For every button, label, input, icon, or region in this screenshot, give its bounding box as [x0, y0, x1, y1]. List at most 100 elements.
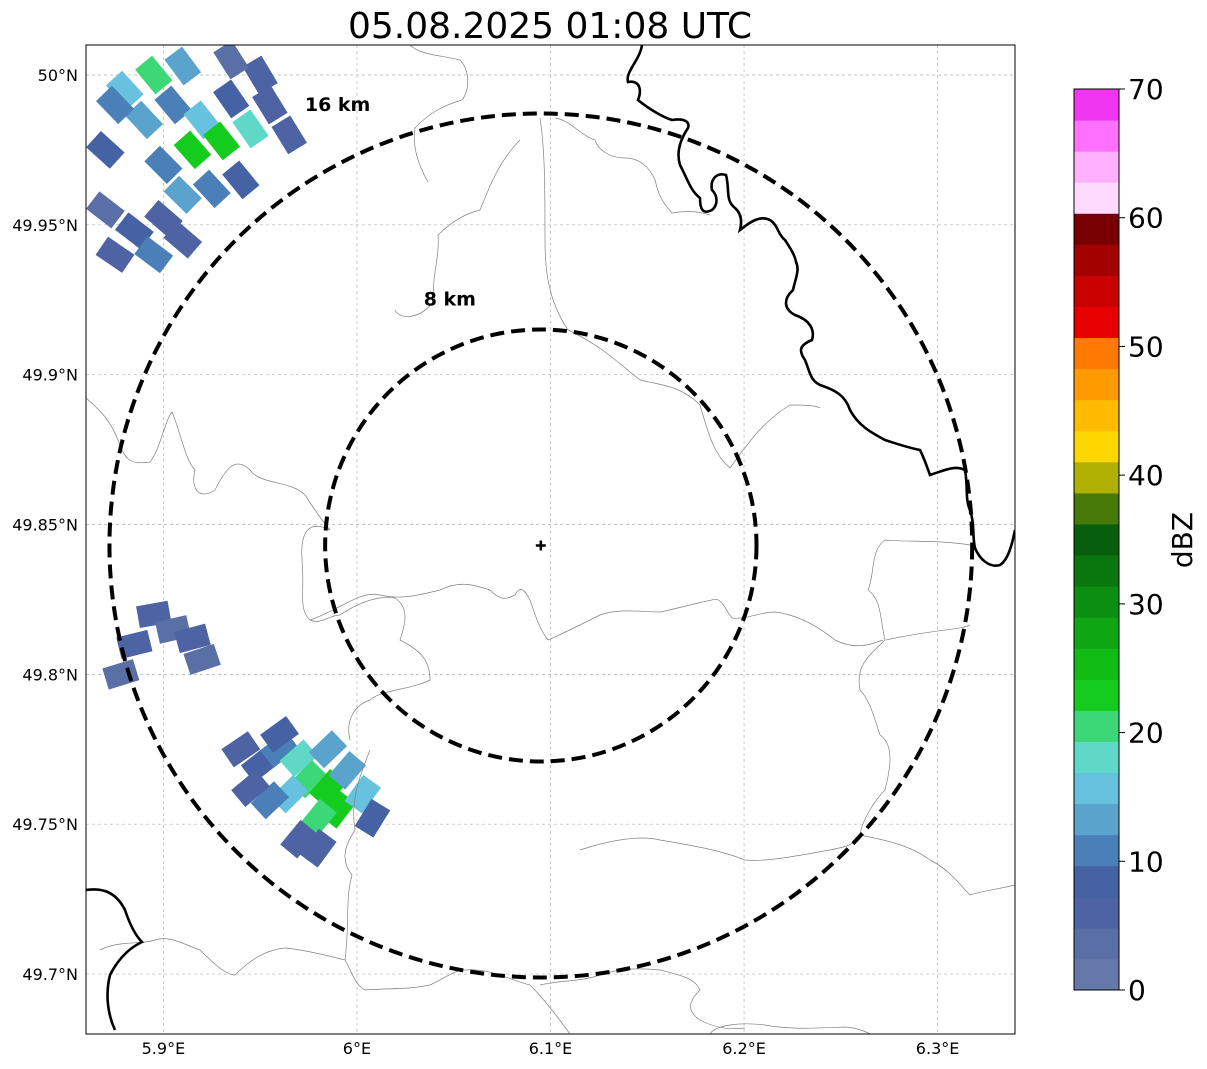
echo-cell — [250, 781, 290, 820]
colorbar-tick-label: 50 — [1128, 330, 1164, 363]
echo-cell — [174, 623, 211, 654]
colorbar-ticks: 0 10 20 30 40 50 60 70 — [1119, 73, 1164, 1007]
colorbar-swatch — [1074, 617, 1119, 649]
echo-cell — [260, 716, 299, 753]
echo-cell — [125, 100, 164, 140]
colorbar-frame — [1073, 88, 1120, 991]
colorbar-swatch — [1074, 368, 1119, 401]
colorbar-tick-label: 40 — [1128, 459, 1164, 492]
colorbar-swatch — [1074, 927, 1119, 960]
colorbar-swatch — [1074, 803, 1119, 836]
echo-cell — [232, 109, 269, 149]
echo-cell — [279, 739, 319, 778]
echo-cell — [202, 121, 241, 161]
echo-cell — [299, 828, 337, 868]
colorbar-swatch — [1074, 958, 1119, 991]
echo-cell — [328, 750, 367, 790]
echo-cell — [344, 774, 382, 814]
colorbar: 0 10 20 30 40 50 60 70 dBZ — [1073, 73, 1199, 1007]
echo-cell — [96, 85, 135, 125]
lat-tick-label: 49.85°N — [12, 516, 78, 535]
echo-cell — [192, 169, 231, 209]
colorbar-swatch — [1074, 306, 1119, 339]
echo-cell — [144, 145, 183, 184]
gridlines — [86, 45, 1015, 1034]
latitude-tick-labels: 50°N 49.95°N 49.9°N 49.85°N 49.8°N 49.75°N 49.… — [12, 66, 78, 984]
longitude-tick-labels: 5.9°E 6°E 6.1°E 6.2°E 6.3°E — [142, 1039, 960, 1058]
echo-cell — [86, 191, 125, 229]
lat-tick-label: 49.9°N — [22, 366, 78, 385]
colorbar-swatch — [1074, 151, 1119, 183]
colorbar-swatch — [1074, 896, 1119, 929]
colorbar-swatch — [1074, 430, 1119, 463]
echo-cell — [164, 46, 202, 86]
echo-cell — [163, 221, 203, 259]
echo-cell — [95, 236, 135, 273]
colorbar-tick-label: 10 — [1128, 845, 1164, 878]
echo-cell — [354, 798, 391, 838]
lat-tick-label: 49.8°N — [22, 665, 78, 684]
colorbar-swatch — [1074, 555, 1119, 587]
colorbar-swatch — [1074, 679, 1119, 711]
echo-cell — [308, 730, 348, 769]
colorbar-swatches — [1074, 89, 1119, 991]
lat-tick-label: 49.95°N — [12, 216, 78, 235]
range-ring-label: 8 km — [424, 289, 476, 311]
colorbar-tick-label: 30 — [1128, 588, 1164, 621]
colorbar-swatch — [1074, 120, 1119, 152]
echo-cell — [212, 79, 250, 119]
range-ring-label: 16 km — [305, 94, 371, 116]
echo-cell — [221, 731, 261, 768]
colorbar-label: dBZ — [1166, 512, 1199, 568]
echo-cell — [222, 160, 260, 200]
colorbar-swatch — [1074, 741, 1119, 774]
colorbar-swatch — [1074, 523, 1119, 556]
range-ring — [107, 111, 975, 980]
lon-tick-label: 6.2°E — [722, 1039, 766, 1058]
radar-site-marker — [535, 540, 546, 551]
colorbar-tick-label: 70 — [1128, 73, 1164, 106]
lon-tick-label: 6.3°E — [916, 1039, 960, 1058]
range-ring-labels: 8 km 16 km — [305, 94, 476, 311]
radar-echoes — [86, 45, 391, 868]
echo-cell — [231, 769, 270, 807]
echo-cell — [242, 55, 278, 95]
country-borders — [86, 45, 1015, 1031]
colorbar-swatch — [1074, 399, 1119, 432]
colorbar-swatch — [1074, 275, 1119, 307]
colorbar-swatch — [1074, 648, 1119, 680]
colorbar-swatch — [1074, 182, 1119, 214]
echo-cell — [271, 115, 307, 155]
colorbar-swatch — [1074, 772, 1119, 805]
lon-tick-label: 5.9°E — [142, 1039, 186, 1058]
colorbar-swatch — [1074, 492, 1119, 525]
echo-cell — [163, 175, 202, 214]
echo-cell — [252, 85, 288, 125]
lat-tick-label: 49.7°N — [22, 965, 78, 984]
colorbar-tick-label: 0 — [1128, 974, 1146, 1007]
colorbar-swatch — [1074, 89, 1119, 121]
echo-cell — [135, 55, 173, 95]
echo-cell — [105, 70, 144, 110]
colorbar-tick-label: 60 — [1128, 202, 1164, 235]
colorbar-swatch — [1074, 461, 1119, 494]
colorbar-swatch — [1074, 586, 1119, 618]
echo-cell — [86, 130, 125, 169]
lat-tick-label: 49.75°N — [12, 815, 78, 834]
colorbar-swatch — [1074, 244, 1119, 276]
lon-tick-label: 6.1°E — [529, 1039, 573, 1058]
echo-cell — [114, 212, 154, 250]
range-ring — [323, 327, 759, 764]
admin-borders — [86, 45, 1015, 1034]
echo-cell — [213, 45, 250, 80]
colorbar-swatch — [1074, 834, 1119, 867]
colorbar-swatch — [1074, 213, 1119, 245]
map-frame — [85, 44, 1016, 1035]
colorbar-tick-label: 20 — [1128, 717, 1164, 750]
echo-cell — [116, 629, 153, 659]
echo-cell — [134, 236, 174, 274]
echo-cell — [173, 130, 212, 170]
map-area: 8 km 16 km 5.9°E 6°E 6.1°E 6.2°E 6.3°E 50°N 49… — [12, 44, 1016, 1058]
colorbar-swatch — [1074, 865, 1119, 898]
